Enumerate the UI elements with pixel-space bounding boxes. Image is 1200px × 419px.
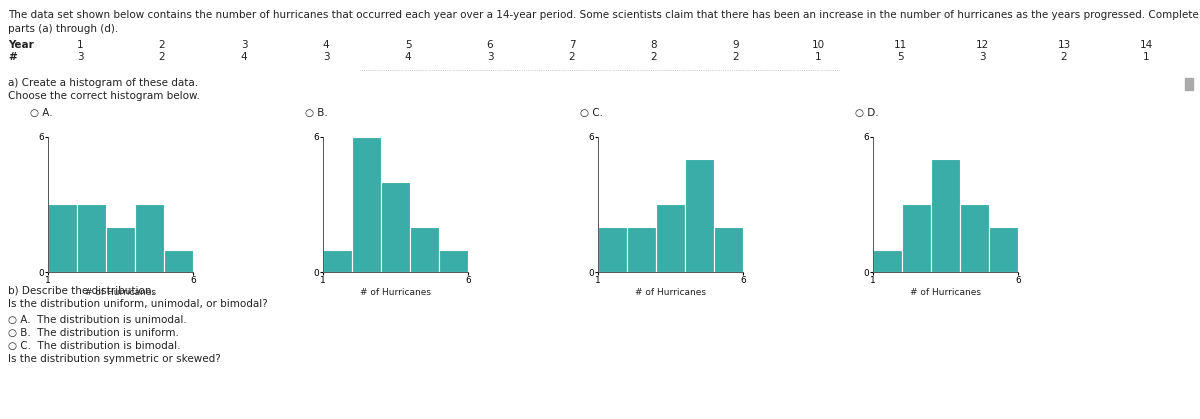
Text: 4: 4 xyxy=(241,52,247,62)
Text: 4: 4 xyxy=(404,52,412,62)
Text: The data set shown below contains the number of hurricanes that occurred each ye: The data set shown below contains the nu… xyxy=(8,10,1199,20)
Text: 12: 12 xyxy=(976,40,989,50)
Bar xyxy=(989,227,1018,272)
Text: Choose the correct histogram below.: Choose the correct histogram below. xyxy=(8,91,200,101)
Text: 3: 3 xyxy=(241,40,247,50)
Text: ○ C.: ○ C. xyxy=(580,108,604,118)
X-axis label: # of Hurricanes: # of Hurricanes xyxy=(635,288,706,297)
Bar xyxy=(874,249,902,272)
Bar xyxy=(931,160,960,272)
X-axis label: # of Hurricanes: # of Hurricanes xyxy=(85,288,156,297)
Bar xyxy=(134,204,164,272)
Bar xyxy=(323,249,352,272)
Bar xyxy=(714,227,743,272)
Bar xyxy=(382,182,410,272)
Text: 2: 2 xyxy=(650,52,658,62)
Text: Is the distribution uniform, unimodal, or bimodal?: Is the distribution uniform, unimodal, o… xyxy=(8,299,268,309)
Text: 2: 2 xyxy=(733,52,739,62)
Text: 8: 8 xyxy=(650,40,658,50)
Text: ○ A.: ○ A. xyxy=(30,108,53,118)
Text: 1: 1 xyxy=(77,40,83,50)
Text: 9: 9 xyxy=(733,40,739,50)
Bar xyxy=(106,227,134,272)
Text: 4: 4 xyxy=(323,40,329,50)
X-axis label: # of Hurricanes: # of Hurricanes xyxy=(360,288,431,297)
Text: 14: 14 xyxy=(1139,40,1153,50)
Bar xyxy=(48,204,77,272)
Text: 2: 2 xyxy=(158,40,166,50)
Text: 1: 1 xyxy=(815,52,821,62)
Text: ○ C.  The distribution is bimodal.: ○ C. The distribution is bimodal. xyxy=(8,341,180,351)
Text: 2: 2 xyxy=(158,52,166,62)
Text: ○ B.: ○ B. xyxy=(305,108,328,118)
Text: 2: 2 xyxy=(569,52,575,62)
Bar xyxy=(164,249,193,272)
Text: Is the distribution symmetric or skewed?: Is the distribution symmetric or skewed? xyxy=(8,354,221,364)
Text: 7: 7 xyxy=(569,40,575,50)
Text: 2: 2 xyxy=(1061,52,1067,62)
Text: b) Describe the distribution.: b) Describe the distribution. xyxy=(8,285,155,295)
Text: 3: 3 xyxy=(77,52,83,62)
Text: 1: 1 xyxy=(1142,52,1150,62)
Text: 3: 3 xyxy=(323,52,329,62)
Bar xyxy=(77,204,106,272)
Text: 3: 3 xyxy=(979,52,985,62)
Text: ○ D.: ○ D. xyxy=(854,108,878,118)
Text: 6: 6 xyxy=(487,40,493,50)
Bar xyxy=(410,227,439,272)
Text: parts (a) through (d).: parts (a) through (d). xyxy=(8,24,119,34)
Text: 5: 5 xyxy=(896,52,904,62)
Text: a) Create a histogram of these data.: a) Create a histogram of these data. xyxy=(8,78,198,88)
Text: 10: 10 xyxy=(811,40,824,50)
Text: Year: Year xyxy=(8,40,34,50)
Bar xyxy=(685,160,714,272)
Bar xyxy=(902,204,931,272)
Text: 5: 5 xyxy=(404,40,412,50)
Bar xyxy=(352,137,382,272)
Bar xyxy=(656,204,685,272)
Bar xyxy=(960,204,989,272)
Bar xyxy=(628,227,656,272)
Text: #: # xyxy=(8,52,17,62)
X-axis label: # of Hurricanes: # of Hurricanes xyxy=(910,288,982,297)
Bar xyxy=(1186,78,1193,90)
Text: 11: 11 xyxy=(893,40,907,50)
Text: ○ B.  The distribution is uniform.: ○ B. The distribution is uniform. xyxy=(8,328,179,338)
Bar xyxy=(439,249,468,272)
Text: 13: 13 xyxy=(1057,40,1070,50)
Text: ○ A.  The distribution is unimodal.: ○ A. The distribution is unimodal. xyxy=(8,315,187,325)
Bar xyxy=(598,227,628,272)
Text: 3: 3 xyxy=(487,52,493,62)
